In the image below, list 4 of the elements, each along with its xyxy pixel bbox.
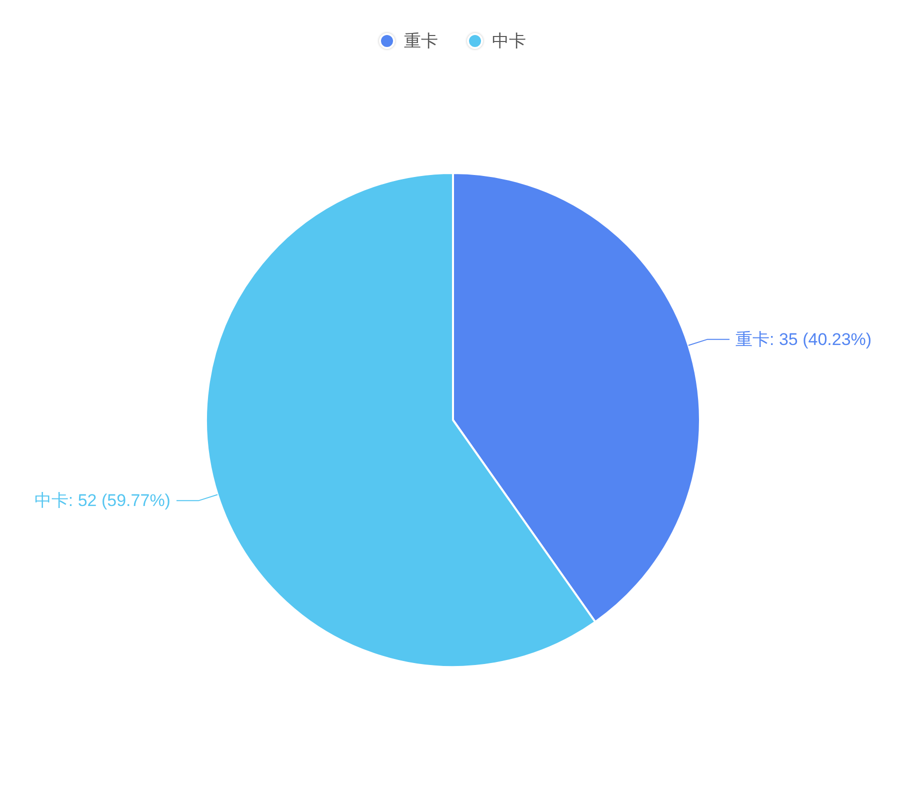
legend-label: 中卡 (492, 32, 526, 50)
data-label: 中卡: 52 (59.77%) (34, 491, 170, 510)
legend-label: 重卡 (404, 32, 438, 50)
data-label: 重卡: 35 (40.23%) (736, 330, 872, 349)
